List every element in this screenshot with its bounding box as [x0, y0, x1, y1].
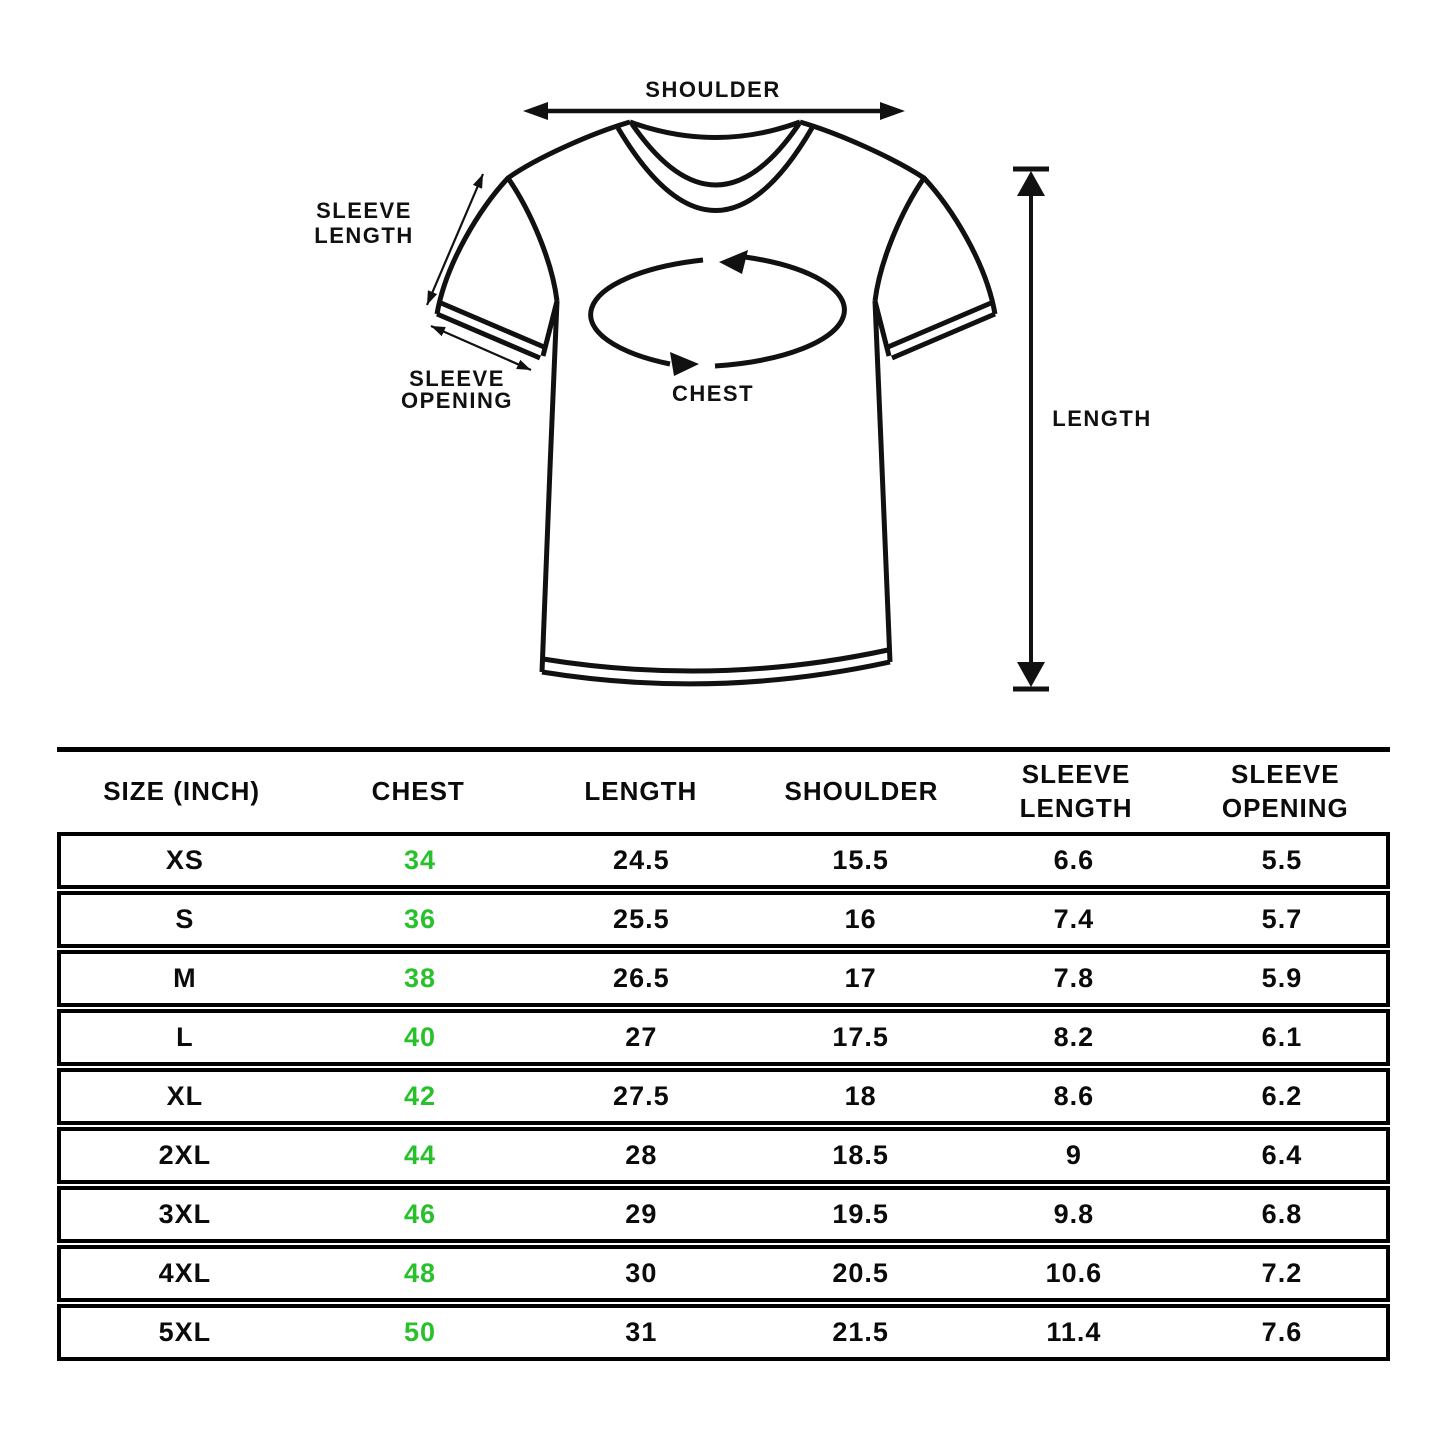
cell-size: 4XL: [158, 1258, 212, 1288]
cell-sleeve-opening: 6.2: [1261, 1081, 1303, 1111]
cell-chest: 40: [404, 1022, 437, 1052]
cell-shoulder: 20.5: [832, 1258, 889, 1288]
sleeve-length-label-line1: SLEEVE: [316, 198, 412, 223]
header-cell-chest: CHEST: [371, 776, 465, 807]
length-label: LENGTH: [1052, 406, 1151, 431]
cell-size: 2XL: [158, 1140, 212, 1170]
cell-length: 30: [625, 1258, 658, 1288]
cell-length: 29: [625, 1199, 658, 1229]
cell-sleeve-opening: 5.9: [1261, 963, 1303, 993]
cell-sleeve-length: 8.2: [1053, 1022, 1095, 1052]
cell-chest: 34: [404, 845, 437, 875]
cell-size: S: [175, 904, 195, 934]
header-cell-size: SIZE (INCH): [103, 776, 261, 807]
cell-sleeve-length: 9.8: [1053, 1199, 1095, 1229]
cell-sleeve-opening: 5.7: [1261, 904, 1303, 934]
sleeve-length-arrow-icon: [425, 173, 485, 306]
cell-sleeve-opening: 6.1: [1261, 1022, 1303, 1052]
cell-sleeve-length: 8.6: [1053, 1081, 1095, 1111]
sleeve-opening-label-line2: OPENING: [401, 388, 513, 413]
table-row: XS 34 24.5 15.5 6.6 5.5: [57, 832, 1390, 889]
sleeve-length-label-line2: LENGTH: [314, 223, 413, 248]
table-row: L 40 27 17.5 8.2 6.1: [57, 1009, 1390, 1066]
cell-sleeve-length: 10.6: [1045, 1258, 1103, 1288]
cell-size: XS: [165, 845, 204, 875]
table-top-rule: [57, 747, 1390, 752]
cell-sleeve-opening: 5.5: [1261, 845, 1303, 875]
shoulder-label: SHOULDER: [645, 77, 780, 102]
collar-outline: [615, 119, 815, 213]
cell-sleeve-length: 6.6: [1053, 845, 1095, 875]
cell-shoulder: 16: [844, 904, 877, 934]
cell-size: 5XL: [158, 1317, 212, 1347]
cell-chest: 42: [404, 1081, 437, 1111]
cell-size: XL: [166, 1081, 204, 1111]
table-row: 5XL 50 31 21.5 11.4 7.6: [57, 1304, 1390, 1361]
header-cell-sleeve-opening: SLEEVE OPENING: [1221, 759, 1349, 823]
cell-length: 27.5: [613, 1081, 670, 1111]
cell-chest: 46: [404, 1199, 437, 1229]
cell-length: 28: [625, 1140, 658, 1170]
cell-shoulder: 21.5: [832, 1317, 889, 1347]
cell-sleeve-length: 7.8: [1053, 963, 1095, 993]
cell-shoulder: 15.5: [832, 845, 889, 875]
cell-shoulder: 18: [844, 1081, 877, 1111]
table-row: M 38 26.5 17 7.8 5.9: [57, 950, 1390, 1007]
table-row: 2XL 44 28 18.5 9 6.4: [57, 1127, 1390, 1184]
cell-size: 3XL: [158, 1199, 212, 1229]
cell-sleeve-opening: 7.2: [1261, 1258, 1303, 1288]
cell-sleeve-length: 7.4: [1053, 904, 1095, 934]
table-row: 3XL 46 29 19.5 9.8 6.8: [57, 1186, 1390, 1243]
cell-length: 27: [625, 1022, 658, 1052]
cell-sleeve-length: 9: [1065, 1140, 1082, 1170]
cell-shoulder: 19.5: [832, 1199, 889, 1229]
cell-chest: 36: [404, 904, 437, 934]
table-header-row: SIZE (INCH) CHEST LENGTH SHOULDER SLEEVE…: [57, 752, 1390, 832]
tshirt-diagram: SHOULDER: [314, 77, 1151, 692]
cell-length: 25.5: [613, 904, 670, 934]
cell-sleeve-length: 11.4: [1046, 1317, 1102, 1347]
cell-chest: 48: [404, 1258, 437, 1288]
table-row: 4XL 48 30 20.5 10.6 7.2: [57, 1245, 1390, 1302]
chest-label: CHEST: [672, 381, 754, 406]
header-cell-shoulder: SHOULDER: [784, 776, 939, 807]
cell-chest: 50: [404, 1317, 437, 1347]
cell-sleeve-opening: 7.6: [1261, 1317, 1303, 1347]
shoulder-arrow-icon: [523, 102, 905, 120]
cell-shoulder: 17.5: [832, 1022, 889, 1052]
chest-arrow-icon: [588, 250, 847, 376]
cell-length: 31: [625, 1317, 658, 1347]
cell-sleeve-opening: 6.4: [1261, 1140, 1303, 1170]
length-arrow-icon: [1013, 166, 1049, 692]
sleeve-opening-arrow-icon: [430, 324, 532, 372]
size-table: SIZE (INCH) CHEST LENGTH SHOULDER SLEEVE…: [57, 747, 1390, 1363]
cell-size: L: [176, 1022, 194, 1052]
header-cell-sleeve-length: SLEEVE LENGTH: [1019, 759, 1133, 823]
cell-length: 26.5: [613, 963, 670, 993]
table-row: S 36 25.5 16 7.4 5.7: [57, 891, 1390, 948]
cell-sleeve-opening: 6.8: [1261, 1199, 1303, 1229]
header-cell-length: LENGTH: [584, 776, 698, 807]
cell-shoulder: 17: [844, 963, 877, 993]
cell-size: M: [173, 963, 197, 993]
sleeve-opening-label-line1: SLEEVE: [409, 366, 505, 391]
table-row: XL 42 27.5 18 8.6 6.2: [57, 1068, 1390, 1125]
tshirt-outline: [434, 119, 998, 687]
cell-shoulder: 18.5: [832, 1140, 889, 1170]
cell-length: 24.5: [613, 845, 670, 875]
cell-chest: 44: [404, 1140, 437, 1170]
cell-chest: 38: [404, 963, 437, 993]
